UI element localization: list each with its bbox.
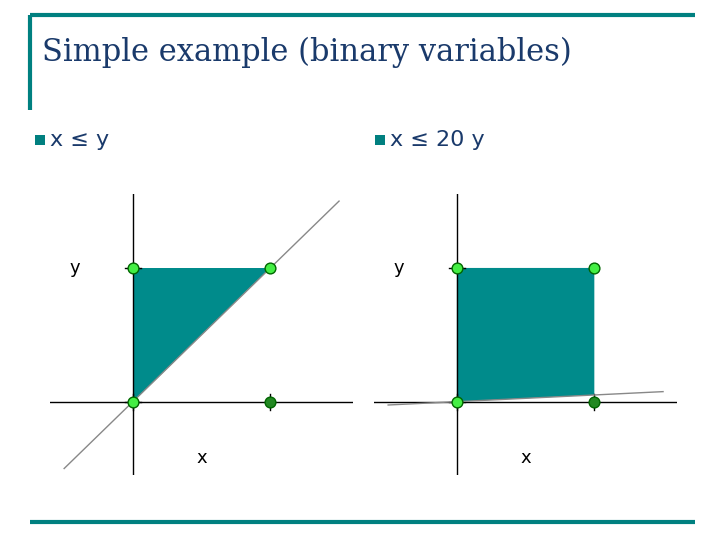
Text: y: y — [394, 259, 405, 277]
Point — [451, 397, 463, 406]
Bar — [35, 135, 45, 145]
Point — [588, 397, 600, 406]
Point — [127, 397, 139, 406]
Text: x: x — [197, 449, 207, 467]
Text: y: y — [70, 259, 81, 277]
Text: x: x — [521, 449, 531, 467]
Point — [588, 264, 600, 272]
Bar — [375, 135, 385, 145]
Point — [264, 264, 276, 272]
Point — [127, 264, 139, 272]
Text: x ≤ y: x ≤ y — [50, 130, 109, 150]
Polygon shape — [457, 268, 594, 402]
Text: x ≤ 20 y: x ≤ 20 y — [390, 130, 485, 150]
Point — [451, 264, 463, 272]
Text: Simple example (binary variables): Simple example (binary variables) — [42, 36, 572, 68]
Point — [264, 397, 276, 406]
Polygon shape — [133, 268, 270, 402]
